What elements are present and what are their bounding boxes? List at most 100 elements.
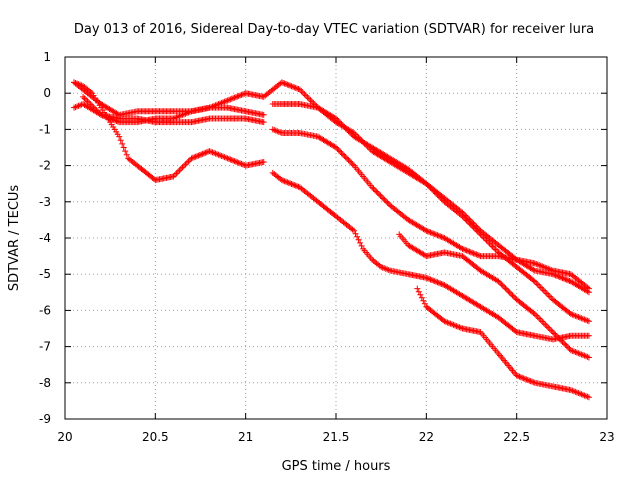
data-point-sat-i	[523, 376, 530, 383]
y-axis-label: SDTVAR / TECUs	[7, 185, 22, 292]
data-point-sat-f	[474, 251, 481, 258]
data-point-sat-f	[470, 250, 477, 257]
y-tick-label: -6	[39, 303, 51, 317]
data-point-sat-e	[440, 197, 447, 204]
data-point-sat-e	[462, 216, 469, 223]
data-point-sat-f	[335, 147, 342, 154]
data-point-sat-g	[424, 275, 431, 282]
data-point-sat-d	[113, 118, 120, 125]
x-tick-label: 20	[57, 430, 72, 444]
data-point-sat-d	[565, 277, 572, 284]
data-point-sat-f	[434, 232, 441, 239]
data-point-sat-h	[498, 281, 505, 288]
data-point-sat-d	[566, 277, 573, 284]
data-point-sat-c	[202, 149, 209, 156]
data-point-sat-e	[428, 186, 435, 193]
y-tick-label: -8	[39, 376, 51, 390]
data-point-sat-d	[237, 92, 244, 99]
data-point-sat-c	[203, 149, 210, 156]
data-point-sat-i	[418, 294, 425, 301]
data-point-sat-e	[463, 217, 470, 224]
data-point-sat-f	[334, 145, 341, 152]
data-point-sat-h	[553, 333, 560, 340]
data-point-sat-e	[530, 277, 537, 284]
data-point-sat-c	[239, 161, 246, 168]
data-point-sat-d	[98, 111, 105, 118]
data-point-sat-f	[421, 226, 428, 233]
data-point-sat-d	[284, 81, 291, 88]
data-point-sat-f	[348, 159, 355, 166]
data-point-sat-f	[460, 246, 467, 253]
data-point-sat-h	[510, 293, 517, 300]
data-point-sat-g	[285, 179, 292, 186]
data-point-sat-d	[107, 115, 114, 122]
data-point-sat-f	[370, 185, 377, 192]
data-point-sat-d	[105, 114, 112, 121]
data-point-sat-c	[120, 144, 127, 151]
data-point-sat-f	[437, 233, 444, 240]
data-point-sat-i	[417, 291, 424, 298]
data-point-sat-d	[103, 114, 110, 121]
data-point-sat-c	[232, 158, 239, 165]
data-point-sat-h	[560, 340, 567, 347]
data-point-sat-e	[434, 191, 441, 198]
data-point-sat-c	[194, 153, 201, 160]
data-point-sat-g	[280, 177, 287, 184]
data-point-sat-d	[230, 95, 237, 102]
data-point-sat-h	[552, 331, 559, 338]
data-point-sat-d	[563, 276, 570, 283]
data-point-sat-f	[431, 231, 438, 238]
data-point-sat-f	[341, 152, 348, 159]
data-point-sat-g	[287, 180, 294, 187]
data-point-sat-d	[280, 79, 287, 86]
data-point-sat-c	[230, 157, 237, 164]
data-point-sat-e	[423, 180, 430, 187]
data-point-sat-e	[342, 125, 349, 132]
data-point-sat-f	[339, 151, 346, 158]
data-point-sat-f	[426, 228, 433, 235]
data-point-sat-d	[289, 83, 296, 90]
data-point-sat-f	[376, 191, 383, 198]
data-point-sat-f	[427, 229, 434, 236]
data-point-sat-d	[556, 273, 563, 280]
data-point-sat-e	[585, 318, 592, 325]
y-tick-label: 1	[43, 50, 51, 64]
x-tick-label: 22	[419, 430, 434, 444]
data-point-sat-d	[232, 94, 239, 101]
y-tick-label: -4	[39, 231, 51, 245]
data-point-sat-g	[289, 181, 296, 188]
data-point-sat-e	[471, 225, 478, 232]
data-point-sat-f	[459, 245, 466, 252]
data-point-sat-g	[585, 332, 592, 339]
data-point-sat-g	[358, 242, 365, 249]
data-point-sat-i	[527, 378, 534, 385]
data-point-sat-g	[430, 277, 437, 284]
data-point-sat-d	[239, 91, 246, 98]
data-point-sat-e	[426, 183, 433, 190]
data-point-sat-f	[344, 155, 351, 162]
data-point-sat-g	[427, 276, 434, 283]
data-point-sat-i	[421, 300, 428, 307]
data-point-sat-g	[292, 182, 299, 189]
data-point-sat-e	[427, 184, 434, 191]
data-point-sat-c	[199, 150, 206, 157]
data-point-sat-h	[565, 344, 572, 351]
data-point-sat-f	[585, 285, 592, 292]
data-point-sat-d	[114, 118, 121, 125]
data-point-sat-d	[291, 84, 298, 91]
y-tick-label: -7	[39, 340, 51, 354]
data-point-sat-i	[414, 285, 421, 292]
data-point-sat-f	[424, 228, 431, 235]
data-point-sat-f	[476, 252, 483, 259]
data-point-sat-f	[345, 157, 352, 164]
data-point-sat-c	[225, 155, 232, 162]
data-point-sat-f	[371, 187, 378, 194]
data-point-sat-g	[291, 182, 298, 189]
data-point-sat-g	[438, 280, 445, 287]
data-point-sat-e	[345, 128, 352, 135]
data-point-sat-h	[555, 334, 562, 341]
data-point-sat-g	[284, 179, 291, 186]
x-axis-label: GPS time / hours	[282, 459, 391, 474]
